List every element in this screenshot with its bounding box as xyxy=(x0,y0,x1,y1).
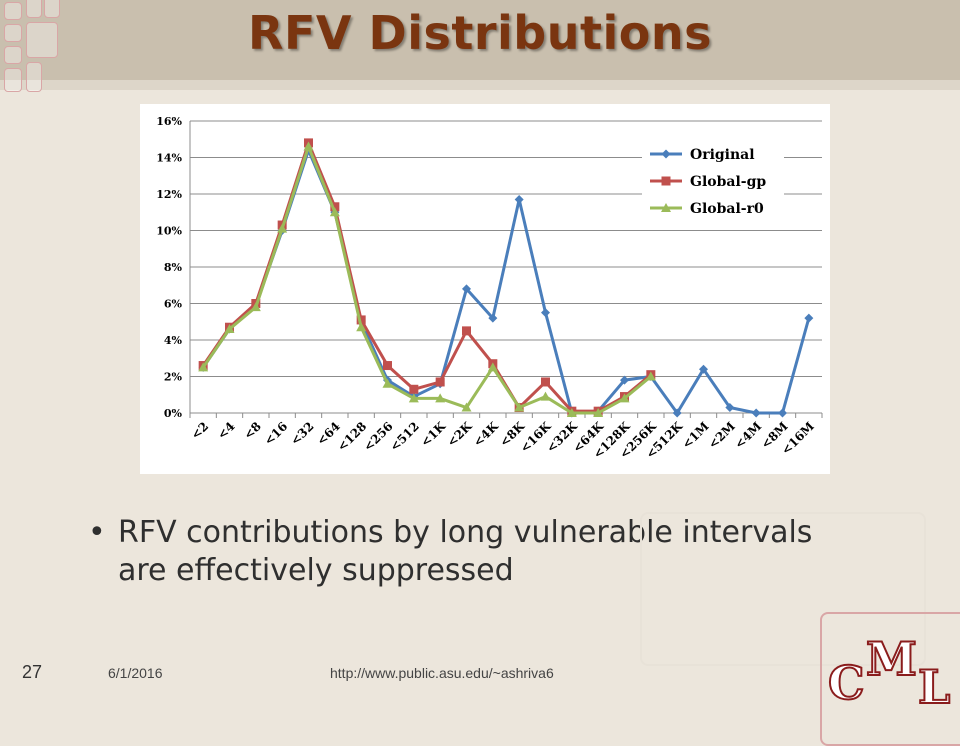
y-tick-label: 16% xyxy=(156,115,182,128)
bullet-dot-icon: • xyxy=(88,515,106,550)
x-tick-label: <512 xyxy=(387,419,422,454)
logo-letter-l: L xyxy=(917,659,951,715)
chart-container: 0% 2% 4% 6% 8% 10% 12% 14% 16% <2 <4 <8 <16 <32 <64 <12… xyxy=(140,104,830,474)
data-point-global-gp xyxy=(330,202,340,212)
data-point-original xyxy=(620,375,629,385)
x-tick-label: <4M xyxy=(732,419,764,451)
logo-letter-m: M xyxy=(865,631,918,687)
data-point-global-r0 xyxy=(514,402,525,412)
legend-label: Original xyxy=(690,147,755,163)
data-point-original xyxy=(699,364,708,374)
data-point-global-r0 xyxy=(356,322,367,332)
x-tick-label: <1M xyxy=(679,419,711,451)
data-point-global-r0 xyxy=(593,408,604,417)
cml-logo: C M L xyxy=(822,630,960,720)
data-point-original xyxy=(462,284,471,294)
data-point-original xyxy=(672,408,682,418)
legend-marker xyxy=(661,176,671,186)
x-tick-label: <4 xyxy=(215,419,238,442)
data-point-global-r0 xyxy=(645,371,656,381)
data-point-global-r0 xyxy=(408,393,419,403)
data-point-global-r0 xyxy=(198,362,209,372)
data-point-global-r0 xyxy=(303,141,314,151)
x-tick-label: <256 xyxy=(361,419,396,454)
x-tick-label: <8 xyxy=(241,419,264,442)
y-tick-label: 2% xyxy=(164,371,183,384)
data-point-original xyxy=(778,408,787,418)
data-point-global-r0 xyxy=(250,302,261,312)
logo-letter-c: C xyxy=(827,655,866,711)
bullet-text: RFV contributions by long vulnerable int… xyxy=(118,515,813,588)
series-line-global-gp xyxy=(201,141,652,413)
x-tick-label: <32 xyxy=(288,419,317,448)
x-tick-label: <128 xyxy=(335,419,370,454)
decorative-frame xyxy=(640,512,926,666)
data-point-original xyxy=(804,313,814,323)
data-point-global-gp xyxy=(541,377,550,387)
y-tick-label: 10% xyxy=(156,225,182,238)
legend-marker xyxy=(661,203,671,212)
data-point-original xyxy=(725,403,735,413)
y-tick-label: 12% xyxy=(156,188,182,201)
header-bar xyxy=(0,0,960,80)
data-point-original xyxy=(514,194,524,204)
rfv-line-chart: 0%2%4%6%8%10%12%14%16%<2 <4 <8<16<32<64<12… xyxy=(156,115,823,461)
data-point-global-r0 xyxy=(461,402,472,412)
data-point-global-r0 xyxy=(329,207,340,217)
data-point-global-r0 xyxy=(619,393,630,403)
data-point-global-r0 xyxy=(566,408,577,417)
slide-url: http://www.public.asu.edu/~ashriva6 xyxy=(330,665,554,681)
data-point-original xyxy=(541,308,550,318)
data-point-global-gp xyxy=(462,326,471,336)
data-point-global-r0 xyxy=(382,378,393,388)
header-band xyxy=(0,80,960,90)
x-tick-label: <2 xyxy=(188,419,211,442)
data-point-global-r0 xyxy=(540,391,551,401)
x-tick-label: <4K xyxy=(471,419,502,450)
x-tick-label: <1K xyxy=(418,419,449,450)
series-line-global-r0 xyxy=(201,145,652,415)
y-tick-label: 4% xyxy=(164,334,183,347)
legend-label: Global-r0 xyxy=(690,201,764,217)
y-tick-label: 14% xyxy=(156,152,182,165)
data-point-global-r0 xyxy=(277,223,288,233)
slide-number: 27 xyxy=(22,662,43,682)
data-point-global-r0 xyxy=(224,324,235,334)
data-point-global-gp xyxy=(409,384,419,394)
bullet-point: • RFV contributions by long vulnerable i… xyxy=(88,514,868,590)
data-point-global-gp xyxy=(356,315,366,325)
legend-marker xyxy=(661,149,671,159)
x-tick-label: <2M xyxy=(706,419,738,451)
data-point-global-gp xyxy=(383,361,392,371)
y-tick-label: 6% xyxy=(164,298,183,311)
x-tick-label: <2K xyxy=(444,419,475,450)
data-point-original xyxy=(751,408,761,418)
data-point-global-r0 xyxy=(487,362,498,372)
x-tick-label: <16 xyxy=(261,419,290,448)
decorative-tiles xyxy=(0,0,70,100)
slide-date: 6/1/2016 xyxy=(108,665,163,681)
data-point-global-gp xyxy=(435,377,445,387)
data-point-original xyxy=(488,313,498,323)
legend-label: Global-gp xyxy=(690,174,766,190)
y-tick-label: 0% xyxy=(164,407,183,420)
slide-title: RFV Distributions xyxy=(248,6,712,60)
data-point-global-r0 xyxy=(435,393,446,403)
y-tick-label: 8% xyxy=(164,261,183,274)
